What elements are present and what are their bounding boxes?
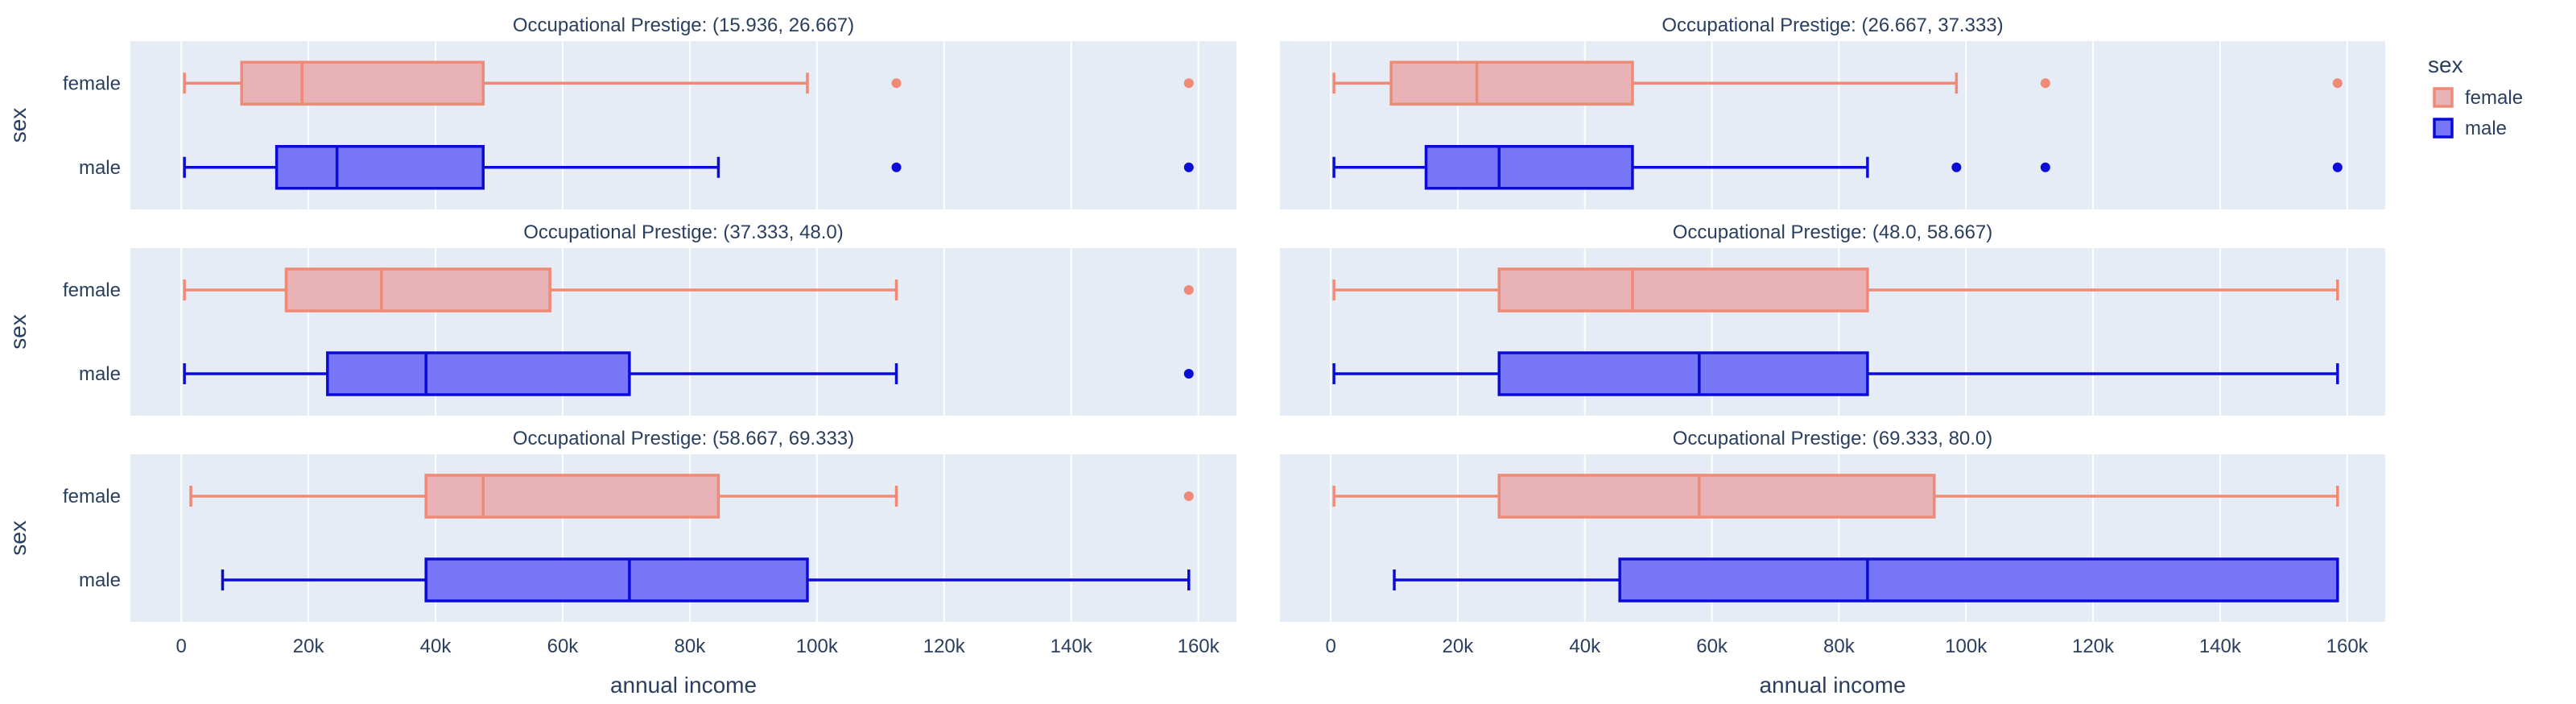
legend-title: sex — [2428, 52, 2463, 77]
outlier-point — [891, 162, 902, 172]
y-tick-label: male — [79, 569, 121, 591]
y-axis-title: sex — [6, 108, 31, 143]
outlier-point — [2040, 78, 2050, 89]
box-male — [1332, 351, 2339, 396]
facet-panel: Occupational Prestige: (15.936, 26.667) f… — [6, 14, 1236, 209]
box-female — [183, 267, 1194, 313]
outlier-point — [1951, 162, 1962, 172]
facet-title: Occupational Prestige: (26.667, 37.333) — [1662, 14, 2003, 36]
x-tick-label: 120k — [2072, 636, 2115, 657]
x-tick-label: 20k — [293, 636, 325, 657]
box-iqr — [1618, 557, 2339, 603]
outlier-point — [891, 78, 902, 89]
box-iqr — [275, 145, 485, 190]
outlier-point — [1183, 78, 1194, 89]
legend-label: female — [2465, 87, 2523, 109]
box-female — [1332, 474, 2339, 519]
x-tick-label: 0 — [175, 636, 186, 657]
x-tick-label: 0 — [1325, 636, 1335, 657]
facet-panels: Occupational Prestige: (15.936, 26.667) f… — [6, 14, 2385, 698]
legend-label: male — [2465, 118, 2507, 139]
x-tick-label: 40k — [420, 636, 452, 657]
box-iqr — [1497, 267, 1869, 313]
x-tick-label: 140k — [2199, 636, 2242, 657]
facet-title: Occupational Prestige: (58.667, 69.333) — [513, 428, 854, 449]
box-male — [221, 557, 1191, 603]
box-iqr — [424, 474, 720, 519]
legend-item-female[interactable]: female — [2433, 87, 2523, 109]
y-axis-title: sex — [6, 314, 31, 350]
box-male — [1393, 557, 2339, 603]
facet-panel: Occupational Prestige: (26.667, 37.333) — [1280, 14, 2385, 209]
box-iqr — [326, 351, 631, 396]
facet-title: Occupational Prestige: (15.936, 26.667) — [513, 14, 854, 36]
facet-panel: Occupational Prestige: (48.0, 58.667) — [1280, 222, 2385, 416]
outlier-point — [1183, 285, 1194, 295]
x-tick-label: 120k — [923, 636, 966, 657]
facet-panel: Occupational Prestige: (37.333, 48.0) fem… — [6, 222, 1236, 416]
legend-item-male[interactable]: male — [2433, 118, 2507, 139]
x-tick-label: 160k — [1178, 636, 1220, 657]
box-iqr — [284, 267, 551, 313]
y-tick-label: male — [79, 157, 121, 179]
box-male — [183, 145, 1194, 190]
box-female — [183, 60, 1194, 106]
box-male — [1332, 145, 2343, 190]
x-tick-label: 80k — [1823, 636, 1856, 657]
box-iqr — [1424, 145, 1634, 190]
outlier-point — [2040, 162, 2050, 172]
x-tick-label: 60k — [1696, 636, 1728, 657]
facet-panel: Occupational Prestige: (58.667, 69.333) f… — [6, 428, 1236, 698]
box-iqr — [1497, 474, 1936, 519]
box-iqr — [240, 60, 485, 106]
y-axis-title: sex — [6, 520, 31, 556]
y-tick-label: female — [63, 280, 121, 301]
outlier-point — [1183, 491, 1194, 501]
x-axis-title: annual income — [610, 673, 757, 698]
box-iqr — [1497, 351, 1869, 396]
outlier-point — [1183, 369, 1194, 379]
y-tick-label: female — [63, 72, 121, 94]
x-tick-label: 160k — [2326, 636, 2369, 657]
box-male — [183, 351, 1194, 396]
outlier-point — [2332, 78, 2343, 89]
outlier-point — [1183, 162, 1194, 172]
x-tick-label: 140k — [1051, 636, 1093, 657]
x-tick-label: 40k — [1569, 636, 1601, 657]
box-female — [1332, 60, 2343, 106]
y-tick-label: male — [79, 363, 121, 385]
outlier-point — [2332, 162, 2343, 172]
x-tick-label: 20k — [1443, 636, 1475, 657]
box-iqr — [424, 557, 809, 603]
x-tick-label: 60k — [547, 636, 580, 657]
legend-swatch — [2433, 118, 2454, 139]
facet-title: Occupational Prestige: (37.333, 48.0) — [523, 222, 844, 243]
box-female — [1332, 267, 2339, 313]
facet-panel: Occupational Prestige: (69.333, 80.0) 0 20… — [1280, 428, 2385, 698]
legend-swatch — [2433, 87, 2454, 108]
y-tick-label: female — [63, 486, 121, 507]
x-axis-title: annual income — [1759, 673, 1905, 698]
facet-title: Occupational Prestige: (69.333, 80.0) — [1673, 428, 1993, 449]
box-iqr — [1389, 60, 1634, 106]
x-tick-label: 100k — [1945, 636, 1988, 657]
box-female — [189, 474, 1194, 519]
x-tick-label: 80k — [675, 636, 707, 657]
facet-title: Occupational Prestige: (48.0, 58.667) — [1673, 222, 1993, 243]
x-tick-label: 100k — [796, 636, 839, 657]
